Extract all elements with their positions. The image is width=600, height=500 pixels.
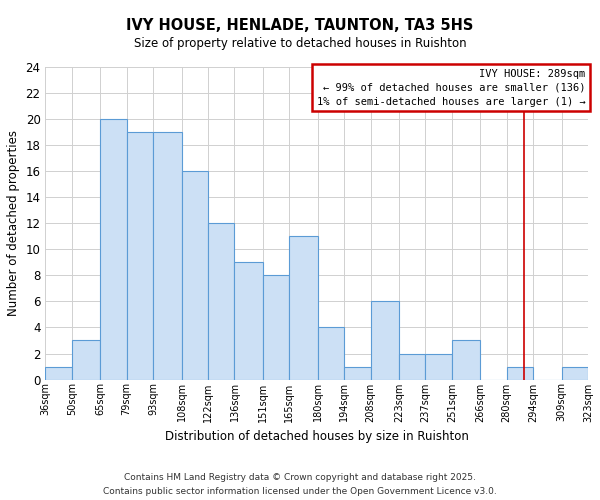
- Bar: [507, 366, 533, 380]
- X-axis label: Distribution of detached houses by size in Ruishton: Distribution of detached houses by size …: [165, 430, 469, 443]
- Bar: [46, 366, 72, 380]
- Text: IVY HOUSE: 289sqm
← 99% of detached houses are smaller (136)
1% of semi-detached: IVY HOUSE: 289sqm ← 99% of detached hous…: [317, 68, 586, 106]
- Text: IVY HOUSE, HENLADE, TAUNTON, TA3 5HS: IVY HOUSE, HENLADE, TAUNTON, TA3 5HS: [127, 18, 473, 32]
- Y-axis label: Number of detached properties: Number of detached properties: [7, 130, 20, 316]
- Bar: [425, 354, 452, 380]
- Text: Contains HM Land Registry data © Crown copyright and database right 2025.: Contains HM Land Registry data © Crown c…: [124, 472, 476, 482]
- Bar: [235, 262, 263, 380]
- Bar: [263, 276, 289, 380]
- Bar: [317, 328, 344, 380]
- Bar: [452, 340, 480, 380]
- Bar: [399, 354, 425, 380]
- Bar: [182, 171, 208, 380]
- Bar: [153, 132, 182, 380]
- Bar: [208, 224, 235, 380]
- Bar: [289, 236, 317, 380]
- Bar: [562, 366, 588, 380]
- Bar: [127, 132, 153, 380]
- Bar: [371, 302, 399, 380]
- Bar: [72, 340, 100, 380]
- Text: Size of property relative to detached houses in Ruishton: Size of property relative to detached ho…: [134, 38, 466, 51]
- Text: Contains public sector information licensed under the Open Government Licence v3: Contains public sector information licen…: [103, 486, 497, 496]
- Bar: [344, 366, 371, 380]
- Bar: [100, 119, 127, 380]
